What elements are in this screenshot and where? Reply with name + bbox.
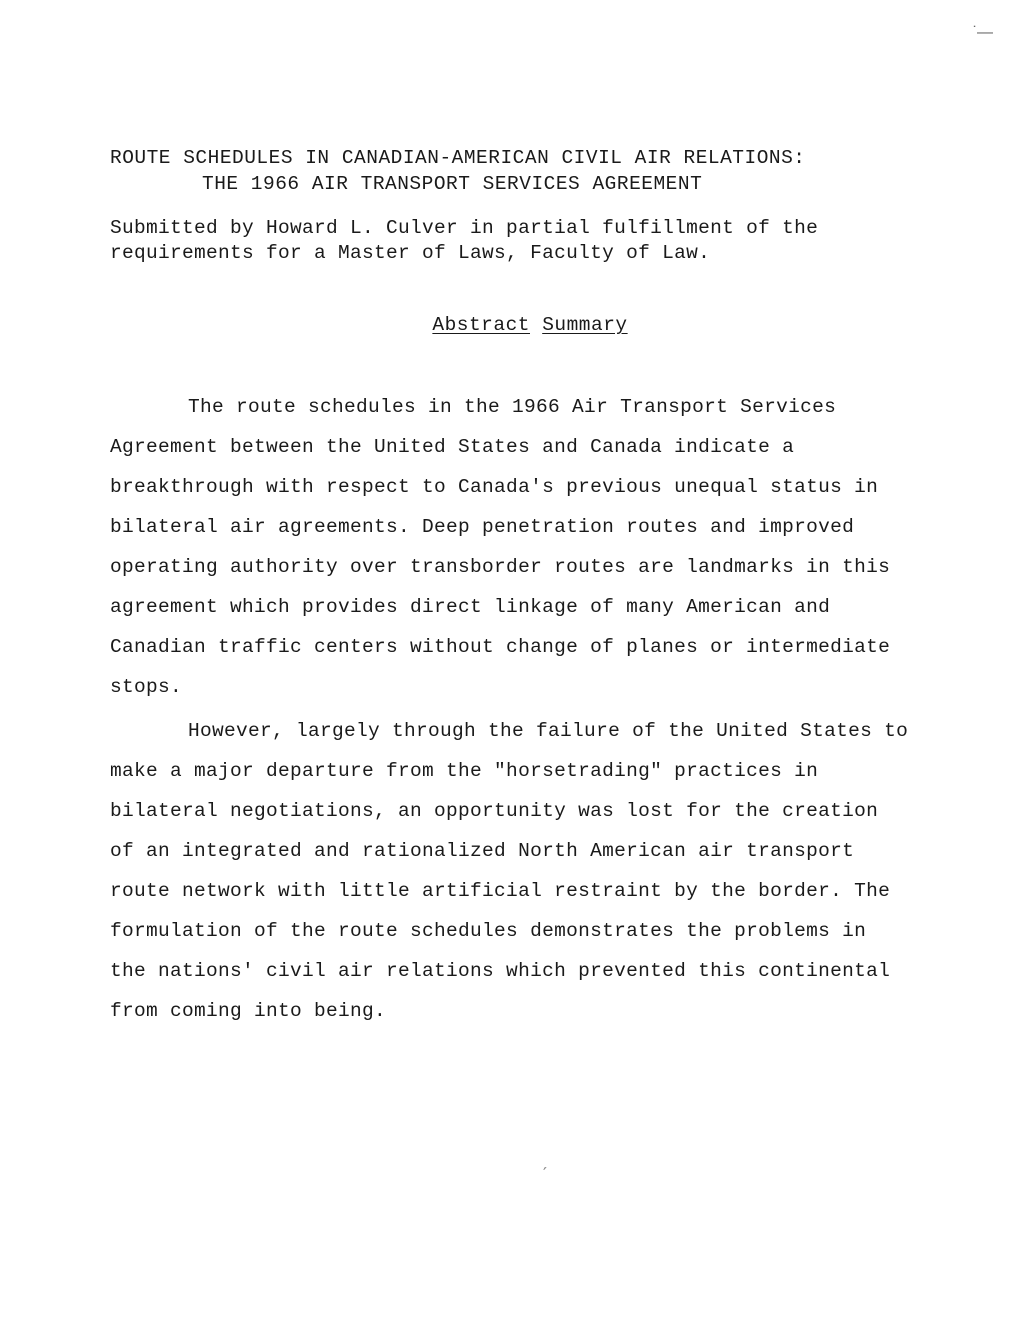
title-line-2: THE 1966 AIR TRANSPORT SERVICES AGREEMEN… [110, 171, 910, 197]
abstract-word-1: Abstract [432, 314, 530, 336]
abstract-paragraph-2: However, largely through the failure of … [110, 712, 910, 1032]
abstract-word-2: Summary [542, 314, 627, 336]
corner-scan-mark: ˙— [973, 24, 992, 42]
document-page: ROUTE SCHEDULES IN CANADIAN-AMERICAN CIV… [0, 0, 1020, 1136]
submission-line: Submitted by Howard L. Culver in partial… [110, 216, 910, 267]
abstract-heading: Abstract Summary [432, 314, 627, 336]
title-block: ROUTE SCHEDULES IN CANADIAN-AMERICAN CIV… [110, 145, 910, 198]
abstract-paragraph-1: The route schedules in the 1966 Air Tran… [110, 388, 910, 708]
title-line-1: ROUTE SCHEDULES IN CANADIAN-AMERICAN CIV… [110, 145, 910, 171]
abstract-heading-container: Abstract Summary [110, 314, 910, 336]
bottom-scan-mark: ˏ [539, 1151, 552, 1172]
